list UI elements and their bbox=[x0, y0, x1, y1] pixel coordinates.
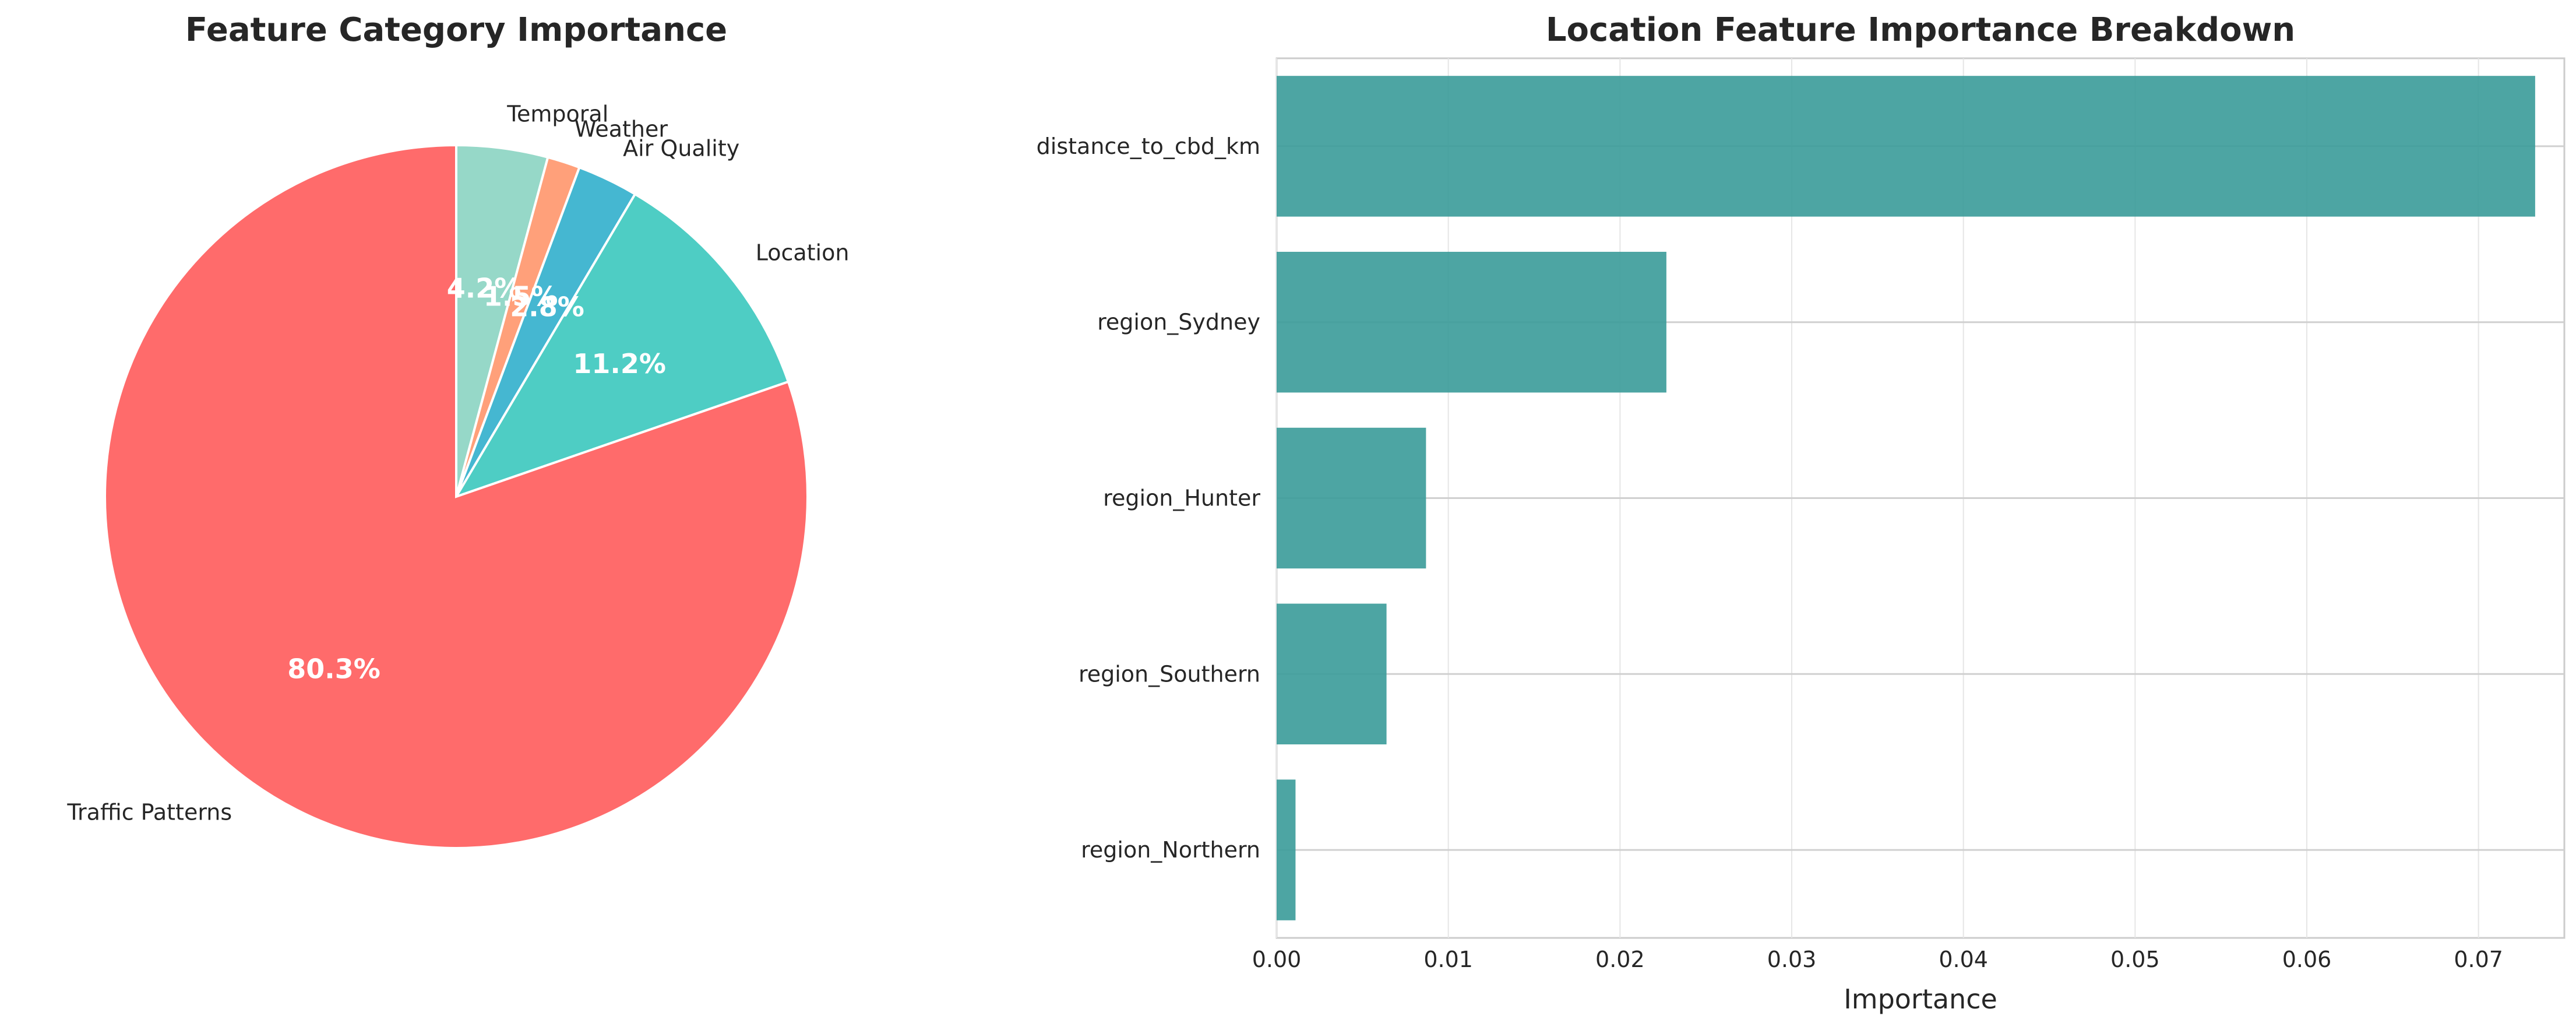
pie-category-label-air-quality: Air Quality bbox=[623, 136, 739, 161]
y-tick-label-distance-to-cbd-km: distance_to_cbd_km bbox=[1037, 133, 1260, 159]
x-tick-label: 0.04 bbox=[1939, 947, 1988, 972]
bar-chart-title: Location Feature Importance Breakdown bbox=[1546, 11, 2295, 49]
pie-slice-traffic-patterns bbox=[104, 143, 809, 849]
pie-slices bbox=[104, 143, 809, 849]
bar-region-northern bbox=[1277, 779, 1296, 920]
pie-labels: 4.2% Temporal 1.5% Weather 2.8% Air Quality 11… bbox=[66, 101, 849, 825]
y-tick-label-region-sydney: region_Sydney bbox=[1097, 310, 1260, 335]
x-tick-label: 0.00 bbox=[1252, 947, 1302, 972]
x-tick-label: 0.06 bbox=[2282, 947, 2332, 972]
y-tick-label-region-southern: region_Southern bbox=[1079, 661, 1260, 687]
bar-distance-to-cbd-km bbox=[1277, 76, 2535, 217]
pie-pct-label-traffic-patterns: 80.3% bbox=[287, 653, 380, 685]
pie-chart: Feature Category Importance 4.2% Temporal… bbox=[66, 11, 849, 849]
y-tick-label-region-northern: region_Northern bbox=[1081, 837, 1260, 863]
pie-slice-location bbox=[453, 192, 790, 499]
pie-pct-label-weather: 1.5% bbox=[484, 281, 558, 312]
x-tick-label: 0.05 bbox=[2110, 947, 2160, 972]
bar-region-sydney bbox=[1277, 251, 1666, 393]
bar-x-tick-labels: 0.00 0.01 0.02 0.03 0.04 0.05 0.06 0.07 bbox=[1252, 947, 2503, 972]
x-tick-label: 0.02 bbox=[1595, 947, 1645, 972]
x-tick-label: 0.03 bbox=[1767, 947, 1817, 972]
bar-region-southern bbox=[1277, 603, 1387, 745]
pie-category-label-location: Location bbox=[756, 240, 850, 265]
x-tick-label: 0.01 bbox=[1423, 947, 1473, 972]
pie-category-label-weather: Weather bbox=[575, 117, 668, 142]
pie-pct-label-location: 11.2% bbox=[573, 348, 666, 379]
bar-chart: Location Feature Importance Breakdown di… bbox=[1037, 11, 2566, 1015]
bar-y-tick-labels: distance_to_cbd_km region_Sydney region_Hu… bbox=[1037, 133, 1261, 863]
bar-region-hunter bbox=[1277, 427, 1426, 569]
x-tick-label: 0.07 bbox=[2454, 947, 2503, 972]
pie-chart-title: Feature Category Importance bbox=[185, 11, 727, 49]
pie-pct-label-air-quality: 2.8% bbox=[510, 291, 584, 323]
pie-category-label-traffic-patterns: Traffic Patterns bbox=[66, 799, 232, 825]
pie-pct-label-temporal: 4.2% bbox=[447, 272, 521, 304]
bar-bars bbox=[1277, 76, 2535, 920]
bar-x-axis-label: Importance bbox=[1844, 983, 1997, 1015]
pie-category-label-temporal: Temporal bbox=[506, 101, 608, 126]
y-tick-label-region-hunter: region_Hunter bbox=[1103, 486, 1260, 511]
